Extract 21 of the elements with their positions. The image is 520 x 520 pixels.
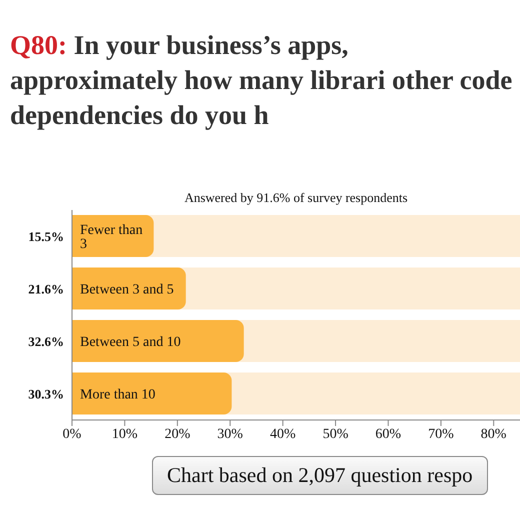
data-label: 32.6% — [28, 334, 64, 349]
chart-title: Q80: In your business’s apps, approximately how many librari other code dependencies do you h — [10, 30, 512, 130]
x-tick-label: 20% — [164, 426, 191, 442]
data-label: 21.6% — [28, 281, 64, 296]
x-tick-label: 0% — [62, 426, 82, 442]
y-tick-label: Between 3 and 5 — [80, 282, 174, 298]
x-tick-label: 50% — [322, 426, 349, 442]
x-tick-label: 60% — [375, 426, 402, 442]
x-tick-label: 30% — [217, 426, 244, 442]
x-tick-label: 70% — [428, 426, 454, 442]
data-label: 15.5% — [28, 228, 64, 244]
data-label: 30.3% — [28, 386, 64, 402]
x-tick-label: 40% — [270, 426, 296, 442]
text: Chart based on 2,097 question respo — [152, 456, 488, 495]
x-tick-label: 80% — [480, 426, 507, 442]
y-tick-label: More than 10 — [80, 387, 156, 402]
y-tick-label: Between 5 and 10 — [80, 334, 181, 350]
bar — [72, 215, 154, 257]
chart-subtitle: Answered by 91.6% of survey respondents — [183, 190, 409, 206]
y-tick-label: Fewer than 3 — [80, 222, 143, 252]
x-tick-label: 10% — [112, 426, 138, 442]
